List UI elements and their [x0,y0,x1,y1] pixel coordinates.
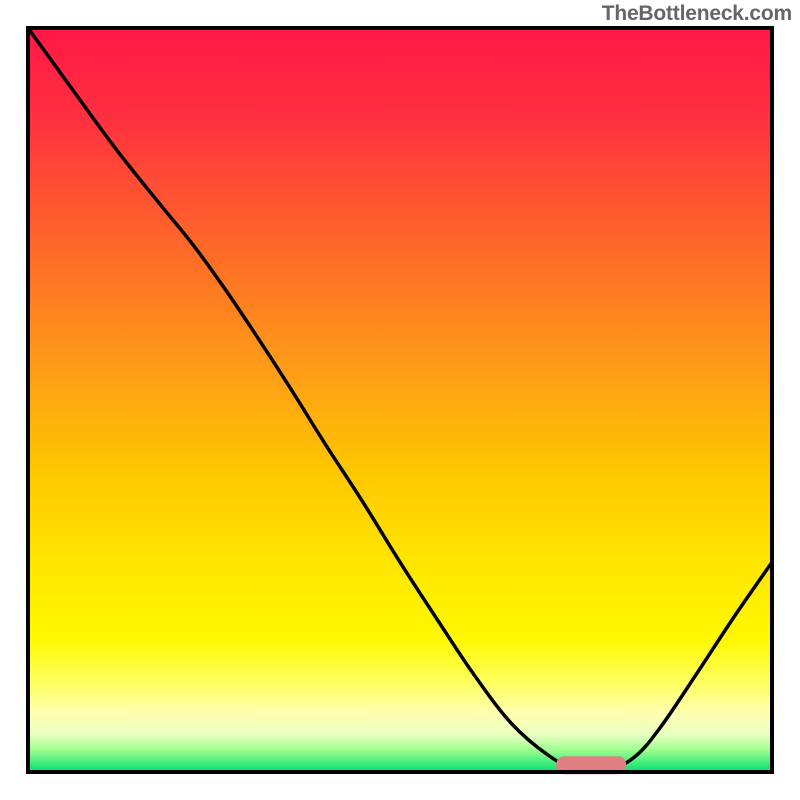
bottleneck-chart [0,0,800,800]
plot-background [28,28,772,772]
watermark-text: TheBottleneck.com [602,2,792,26]
chart-container: { "watermark": { "text": "TheBottleneck.… [0,0,800,800]
